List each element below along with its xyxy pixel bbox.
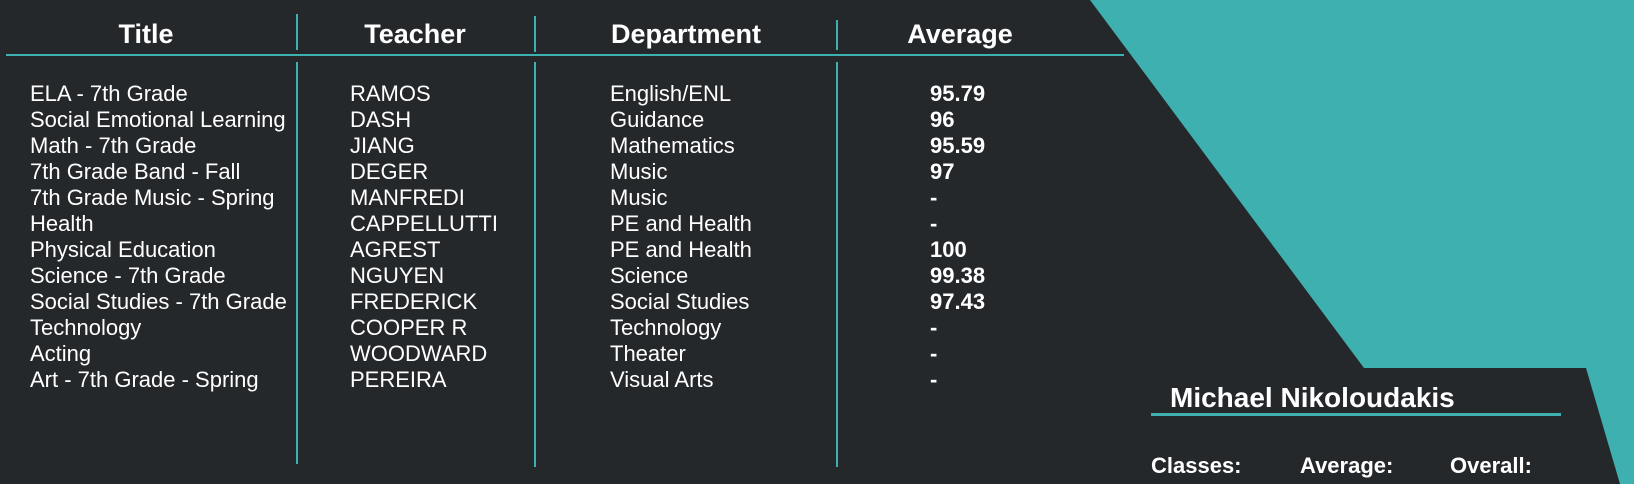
teacher-name: MANFREDI <box>350 185 465 210</box>
column-header-title[interactable]: Title <box>118 19 174 49</box>
column-header-teacher[interactable]: Teacher <box>364 19 466 49</box>
course-average: 99.38 <box>930 263 986 288</box>
course-average: 97.43 <box>930 289 986 314</box>
column-divider <box>296 62 298 464</box>
course-title: ELA - 7th Grade <box>30 81 188 106</box>
course-title: Social Studies - 7th Grade <box>30 289 287 314</box>
teacher-name: RAMOS <box>350 81 431 106</box>
teacher-name: JIANG <box>350 133 415 158</box>
department-name: PE and Health <box>610 237 752 262</box>
header-divider <box>534 16 536 52</box>
teacher-name: DASH <box>350 107 412 132</box>
course-average: - <box>930 211 938 236</box>
department-name: Technology <box>610 315 722 340</box>
course-title: Health <box>30 211 94 236</box>
average-column: 95.79 96 95.59 97- -100 99.38 97.43- - - <box>930 81 985 393</box>
course-average: - <box>930 185 938 210</box>
department-name: Science <box>610 263 689 288</box>
department-name: Music <box>610 159 668 184</box>
department-column: English/ENL Guidance Mathematics Music Music… <box>610 81 752 393</box>
teacher-name: DEGER <box>350 159 429 184</box>
header-divider <box>836 20 838 50</box>
student-name-underline <box>1151 413 1561 416</box>
course-title: Art - 7th Grade - Spring <box>30 367 259 392</box>
classes-label: Classes: <box>1151 453 1242 478</box>
teacher-column: RAMOS DASH JIANG DEGER MANFREDI CAPPELLUTTI AG… <box>350 81 498 393</box>
column-divider <box>534 62 536 467</box>
average-label: Average: <box>1300 453 1394 478</box>
course-title: Acting <box>30 341 92 366</box>
teacher-name: COOPER R <box>350 315 468 340</box>
overall-label: Overall: <box>1450 453 1532 478</box>
teacher-name: NGUYEN <box>350 263 445 288</box>
teacher-name: CAPPELLUTTI <box>350 211 498 236</box>
column-header-department[interactable]: Department <box>610 19 762 49</box>
department-name: Mathematics <box>610 133 735 158</box>
course-average: 95.79 <box>930 81 986 106</box>
teacher-name: PEREIRA <box>350 367 447 392</box>
department-name: Guidance <box>610 107 705 132</box>
department-name: Music <box>610 185 668 210</box>
department-name: PE and Health <box>610 211 752 236</box>
course-title: 7th Grade Music - Spring <box>30 185 275 210</box>
course-title: 7th Grade Band - Fall <box>30 159 241 184</box>
header-underline <box>6 54 1124 56</box>
department-name: Theater <box>610 341 686 366</box>
department-name: Visual Arts <box>610 367 714 392</box>
course-average: - <box>930 341 938 366</box>
teacher-name: WOODWARD <box>350 341 488 366</box>
course-average: - <box>930 367 938 392</box>
title-column: ELA - 7th Grade Social Emotional Learning… <box>30 81 287 393</box>
course-title: Technology <box>30 315 142 340</box>
header-divider <box>296 14 298 50</box>
course-title: Physical Education <box>30 237 216 262</box>
course-title: Social Emotional Learning <box>30 107 286 132</box>
course-title: Math - 7th Grade <box>30 133 197 158</box>
column-divider <box>836 62 838 467</box>
course-average: 95.59 <box>930 133 986 158</box>
department-name: English/ENL <box>610 81 732 106</box>
student-name: Michael Nikoloudakis <box>1170 382 1455 413</box>
course-average: - <box>930 315 938 340</box>
course-average: 97 <box>930 159 955 184</box>
teacher-name: FREDERICK <box>350 289 478 314</box>
course-average: 96 <box>930 107 955 132</box>
column-header-average[interactable]: Average <box>907 19 1013 49</box>
course-title: Science - 7th Grade <box>30 263 226 288</box>
teacher-name: AGREST <box>350 237 441 262</box>
course-average: 100 <box>930 237 967 262</box>
department-name: Social Studies <box>610 289 750 314</box>
